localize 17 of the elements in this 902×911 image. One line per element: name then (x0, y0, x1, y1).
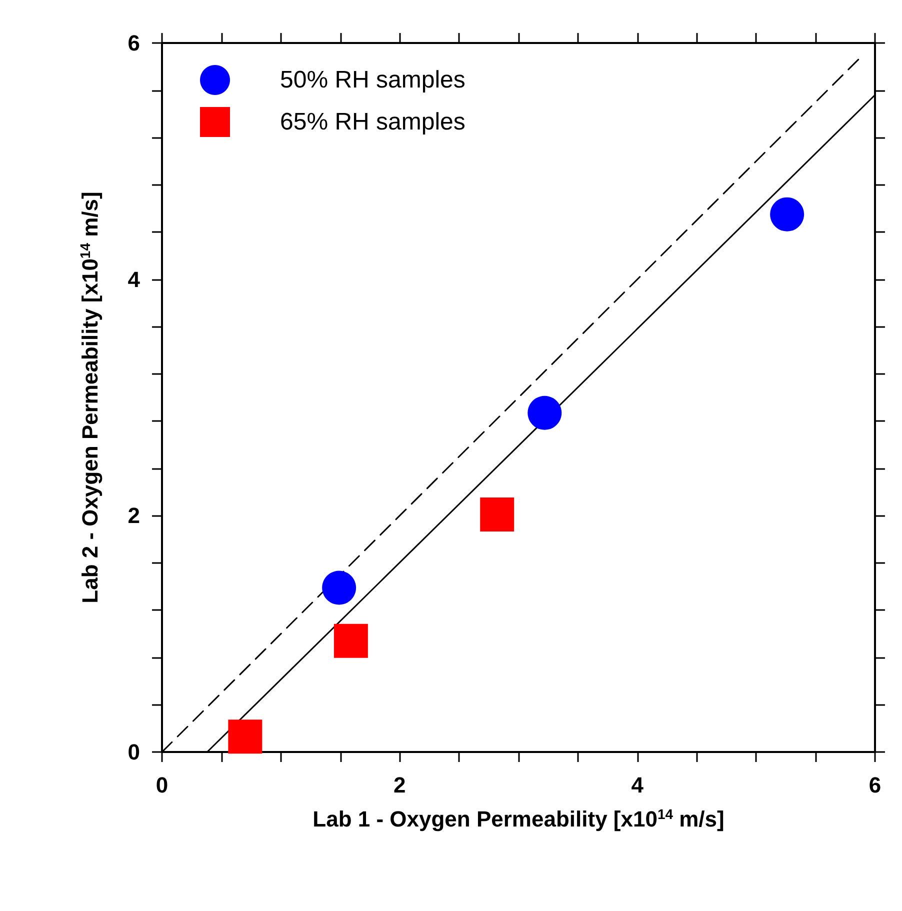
point (480, 497, 514, 532)
x-tick-label: 6 (868, 772, 882, 798)
legend-label: 65% RH samples (280, 108, 466, 136)
point (528, 396, 562, 430)
point (322, 570, 356, 605)
x-tick-label: 2 (394, 772, 406, 798)
y-tick-label: 0 (128, 740, 140, 764)
point (770, 197, 804, 232)
y-tick-label: 4 (128, 266, 141, 292)
y-axis-title: Lab 2 - Oxygen Permeability [x1014 m/s] (77, 192, 102, 604)
y-tick-label: 6 (128, 30, 140, 56)
point (228, 720, 262, 754)
point (334, 624, 368, 658)
x-tick-label: 0 (156, 772, 168, 798)
x-tick-label: 4 (631, 772, 644, 798)
legend-label: 50% RH samples (280, 66, 466, 94)
y-tick-label: 2 (128, 503, 140, 528)
